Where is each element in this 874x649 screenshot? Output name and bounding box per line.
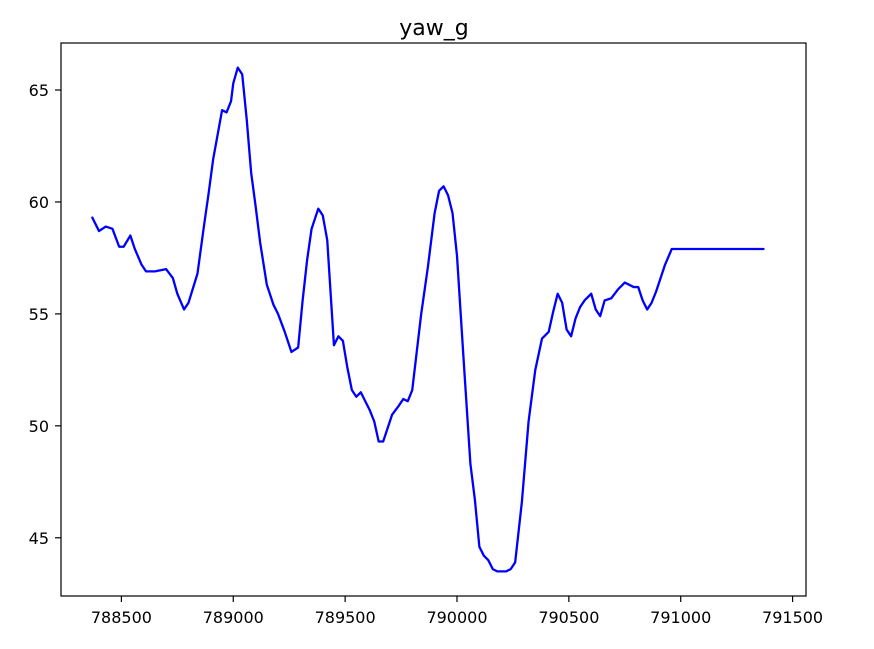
x-axis-ticks: 788500 789000 789500 790000 790500 791000 7915… bbox=[91, 596, 823, 627]
axes-frame bbox=[60, 42, 807, 597]
x-tick-label: 791500 bbox=[762, 608, 823, 627]
x-tick-label: 791000 bbox=[650, 608, 711, 627]
y-tick-label: 65 bbox=[29, 81, 49, 100]
y-tick-label: 60 bbox=[29, 193, 49, 212]
x-tick-label: 788500 bbox=[91, 608, 152, 627]
plot-area bbox=[60, 42, 807, 597]
x-tick-label: 789500 bbox=[315, 608, 376, 627]
chart-title: yaw_g bbox=[399, 16, 468, 41]
y-axis-ticks: 45 50 55 60 65 bbox=[29, 81, 61, 548]
y-tick-label: 45 bbox=[29, 529, 49, 548]
x-tick-label: 790000 bbox=[426, 608, 487, 627]
y-tick-label: 55 bbox=[29, 305, 49, 324]
y-tick-label: 50 bbox=[29, 417, 49, 436]
x-tick-label: 789000 bbox=[203, 608, 264, 627]
series-line bbox=[91, 66, 765, 573]
x-tick-label: 790500 bbox=[538, 608, 599, 627]
